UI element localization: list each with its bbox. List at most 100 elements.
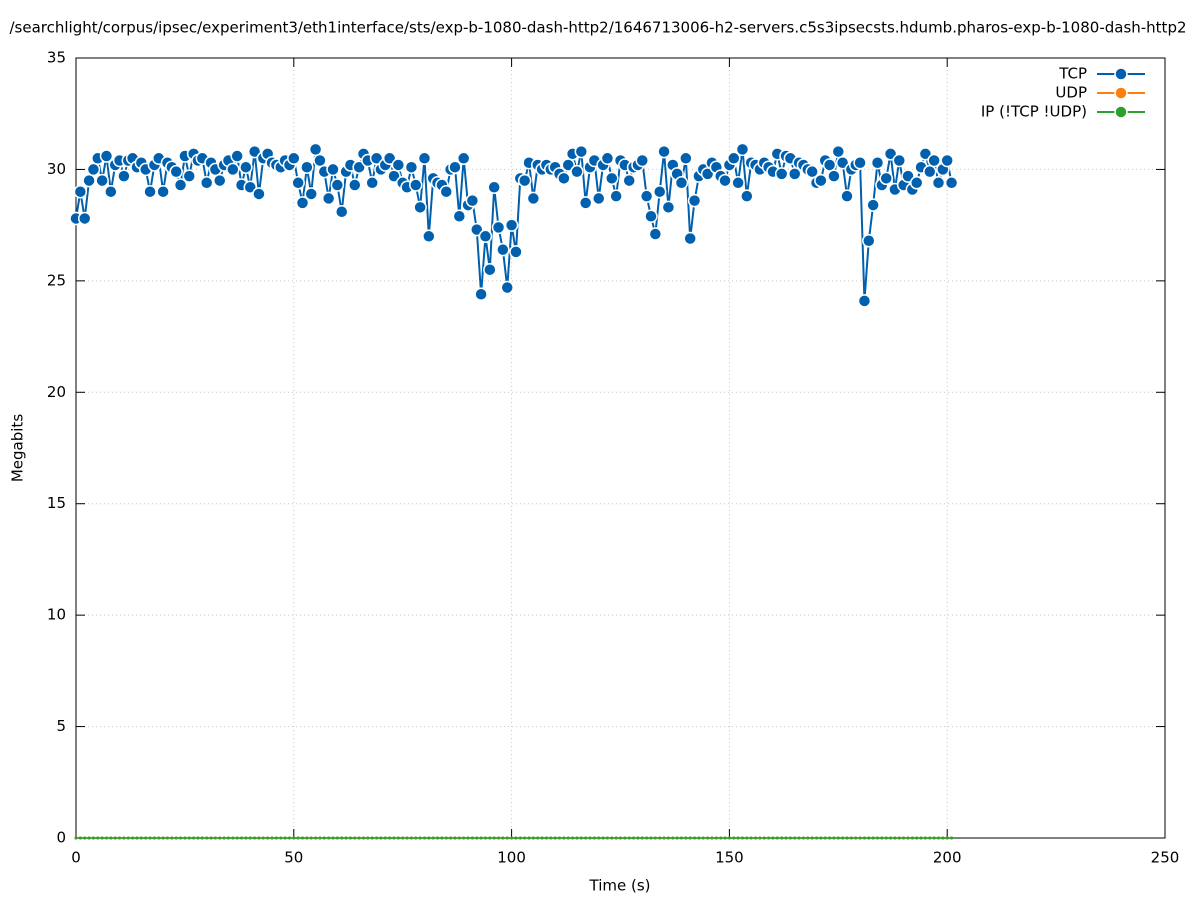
data-point bbox=[614, 836, 618, 840]
data-point bbox=[810, 836, 814, 840]
data-point bbox=[640, 836, 644, 840]
data-point bbox=[683, 231, 697, 246]
data-point bbox=[697, 836, 701, 840]
data-point bbox=[113, 836, 117, 840]
data-point bbox=[701, 836, 705, 840]
data-point bbox=[352, 160, 366, 174]
data-point bbox=[819, 836, 823, 840]
data-point bbox=[270, 836, 274, 840]
data-point bbox=[892, 153, 907, 168]
data-point bbox=[86, 162, 101, 177]
data-point bbox=[536, 836, 540, 840]
data-point bbox=[296, 836, 300, 840]
legend-label: TCP bbox=[1058, 65, 1087, 83]
data-point bbox=[645, 836, 649, 840]
data-point bbox=[653, 836, 657, 840]
data-point bbox=[571, 836, 575, 840]
data-point bbox=[623, 836, 627, 840]
data-point bbox=[365, 176, 379, 190]
data-point bbox=[100, 836, 104, 840]
data-point bbox=[483, 836, 487, 840]
data-point bbox=[330, 178, 345, 192]
data-point bbox=[889, 836, 893, 840]
data-point bbox=[754, 836, 758, 840]
data-point bbox=[732, 836, 736, 840]
data-point bbox=[321, 191, 336, 206]
data-point bbox=[348, 178, 362, 192]
data-point bbox=[801, 836, 805, 840]
data-point bbox=[927, 153, 941, 168]
legend-marker bbox=[1114, 105, 1128, 119]
data-point bbox=[570, 164, 584, 179]
data-point bbox=[173, 178, 188, 192]
data-point bbox=[871, 836, 875, 840]
data-point bbox=[436, 836, 440, 840]
data-point bbox=[318, 836, 322, 840]
data-point bbox=[627, 836, 631, 840]
data-point bbox=[300, 160, 314, 174]
x-tick-label: 100 bbox=[497, 849, 526, 867]
x-tick-label: 200 bbox=[933, 849, 962, 867]
data-point bbox=[735, 142, 750, 157]
data-point bbox=[470, 836, 474, 840]
x-tick-label: 0 bbox=[71, 849, 81, 867]
data-point bbox=[639, 189, 654, 203]
data-point bbox=[523, 836, 527, 840]
data-point bbox=[936, 836, 940, 840]
data-point bbox=[923, 836, 927, 840]
data-point bbox=[836, 836, 840, 840]
data-point bbox=[902, 836, 906, 840]
data-point bbox=[388, 836, 392, 840]
data-point bbox=[745, 836, 749, 840]
data-point bbox=[827, 169, 841, 183]
x-axis-label: Time (s) bbox=[589, 877, 651, 895]
data-point bbox=[736, 836, 740, 840]
y-tick-label: 30 bbox=[47, 160, 66, 178]
data-point bbox=[918, 147, 933, 161]
data-point bbox=[235, 836, 239, 840]
data-point bbox=[718, 173, 732, 188]
data-point bbox=[287, 836, 291, 840]
data-point bbox=[218, 836, 222, 840]
data-point bbox=[719, 836, 723, 840]
data-point bbox=[862, 233, 876, 248]
data-point bbox=[287, 151, 301, 166]
data-point bbox=[867, 836, 871, 840]
data-point bbox=[788, 836, 792, 840]
data-point bbox=[252, 187, 266, 201]
data-point bbox=[183, 836, 187, 840]
data-point bbox=[562, 836, 566, 840]
data-point bbox=[478, 229, 493, 244]
data-point bbox=[78, 836, 82, 840]
data-point bbox=[584, 836, 588, 840]
legend-marker bbox=[1114, 86, 1128, 100]
data-point bbox=[96, 836, 100, 840]
x-tick-label: 50 bbox=[284, 849, 303, 867]
data-point bbox=[244, 836, 248, 840]
data-point bbox=[879, 171, 893, 186]
data-point bbox=[152, 836, 156, 840]
data-point bbox=[793, 836, 797, 840]
data-point bbox=[91, 836, 95, 840]
data-point bbox=[157, 836, 161, 840]
data-point bbox=[578, 196, 593, 210]
data-point bbox=[479, 836, 483, 840]
data-point bbox=[313, 153, 327, 168]
data-point bbox=[331, 836, 335, 840]
data-point bbox=[657, 144, 671, 159]
data-point bbox=[131, 836, 135, 840]
data-point bbox=[135, 836, 139, 840]
data-point bbox=[357, 836, 361, 840]
data-point bbox=[77, 211, 92, 226]
data-point bbox=[261, 836, 265, 840]
data-point bbox=[549, 836, 553, 840]
y-tick-label: 5 bbox=[56, 717, 66, 735]
data-point bbox=[104, 184, 118, 199]
data-point bbox=[858, 836, 862, 840]
data-point bbox=[457, 836, 461, 840]
data-point bbox=[248, 836, 252, 840]
data-point bbox=[797, 836, 801, 840]
data-point bbox=[814, 173, 828, 188]
data-point bbox=[710, 836, 714, 840]
data-point bbox=[396, 836, 400, 840]
